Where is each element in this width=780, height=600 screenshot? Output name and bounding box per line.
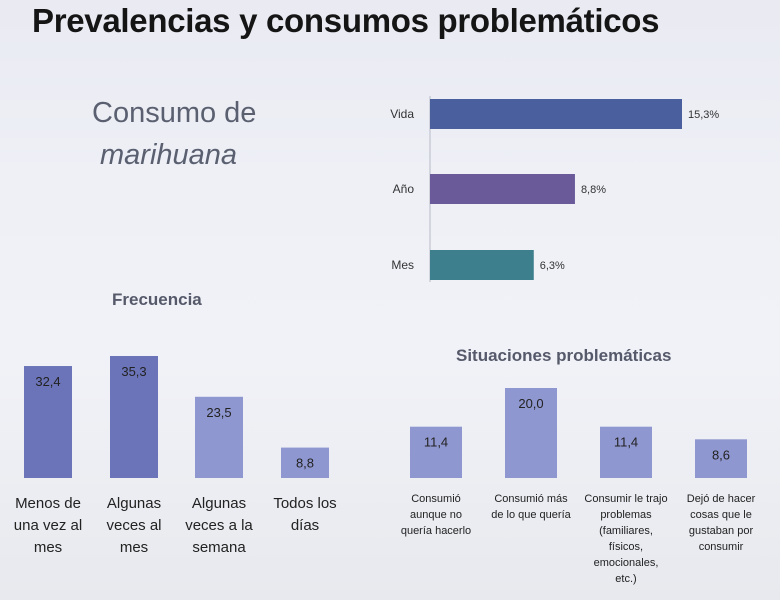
- prevalence-value-label: 6,3%: [540, 260, 565, 272]
- situaciones-category-label: Consumió más: [494, 493, 568, 505]
- situaciones-category-label: (familiares,: [599, 525, 653, 537]
- situaciones-category-label: físicos,: [609, 541, 643, 553]
- situaciones-category-label: gustaban por: [689, 525, 754, 537]
- situaciones-bar-2: [505, 388, 557, 478]
- frecuencia-category-label: veces a la: [185, 517, 253, 534]
- frecuencia-bar-3: [195, 396, 243, 478]
- prevalence-category-label: Año: [393, 182, 415, 196]
- situaciones-category-label: aunque no: [410, 509, 462, 521]
- prevalence-value-label: 15,3%: [688, 109, 719, 121]
- frecuencia-bar-4: [281, 447, 329, 478]
- frecuencia-value-label: 23,5: [206, 405, 231, 420]
- frecuencia-category-label: semana: [192, 539, 246, 556]
- situaciones-bar-4: [695, 439, 747, 478]
- frecuencia-value-label: 32,4: [35, 374, 60, 389]
- frecuencia-category-label: Todos los: [273, 495, 336, 512]
- frecuencia-chart-title: Frecuencia: [112, 290, 202, 309]
- situaciones-category-label: Consumió: [411, 493, 461, 505]
- situaciones-bar-3: [600, 426, 652, 478]
- frecuencia-category-label: Algunas: [107, 495, 161, 512]
- frecuencia-category-label: días: [291, 517, 319, 534]
- situaciones-category-label: Dejó de hacer: [687, 493, 756, 505]
- situaciones-category-label: etc.): [615, 573, 636, 585]
- prevalence-bar-2: [430, 174, 575, 204]
- prevalence-category-label: Mes: [391, 258, 414, 272]
- frecuencia-bar-1: [24, 366, 72, 478]
- situaciones-value-label: 20,0: [518, 396, 543, 411]
- situaciones-category-label: cosas que le: [690, 509, 752, 521]
- prevalence-bar-1: [430, 99, 682, 129]
- situaciones-category-label: Consumir le trajo: [584, 493, 667, 505]
- frecuencia-category-label: veces al: [106, 517, 161, 534]
- situaciones-value-label: 8,6: [712, 447, 730, 462]
- prevalence-bar-3: [430, 250, 534, 280]
- frecuencia-category-label: una vez al: [14, 517, 82, 534]
- situaciones-bar-1: [410, 426, 462, 478]
- situaciones-value-label: 11,4: [614, 435, 638, 450]
- situaciones-category-label: de lo que quería: [491, 509, 571, 521]
- situaciones-category-label: consumir: [699, 541, 744, 553]
- frecuencia-bar-2: [110, 356, 158, 478]
- prevalence-category-label: Vida: [390, 107, 414, 121]
- frecuencia-category-label: Algunas: [192, 495, 246, 512]
- situaciones-chart-title: Situaciones problemáticas: [456, 346, 672, 365]
- chart-subtitle: Consumo de marihuana: [92, 92, 292, 176]
- situaciones-value-label: 11,4: [424, 435, 448, 450]
- situaciones-category-label: problemas: [600, 509, 652, 521]
- frecuencia-category-label: Menos de: [15, 495, 81, 512]
- situaciones-category-label: emocionales,: [594, 557, 659, 569]
- subtitle-line-2: marihuana: [100, 139, 238, 171]
- frecuencia-category-label: mes: [120, 539, 148, 556]
- situaciones-category-label: quería hacerlo: [401, 525, 471, 537]
- prevalence-value-label: 8,8%: [581, 184, 606, 196]
- frecuencia-category-label: mes: [34, 539, 62, 556]
- subtitle-line-1: Consumo de: [92, 97, 257, 129]
- frecuencia-value-label: 8,8: [296, 456, 314, 471]
- frecuencia-value-label: 35,3: [121, 364, 146, 379]
- page-title: Prevalencias y consumos problemáticos: [32, 2, 660, 39]
